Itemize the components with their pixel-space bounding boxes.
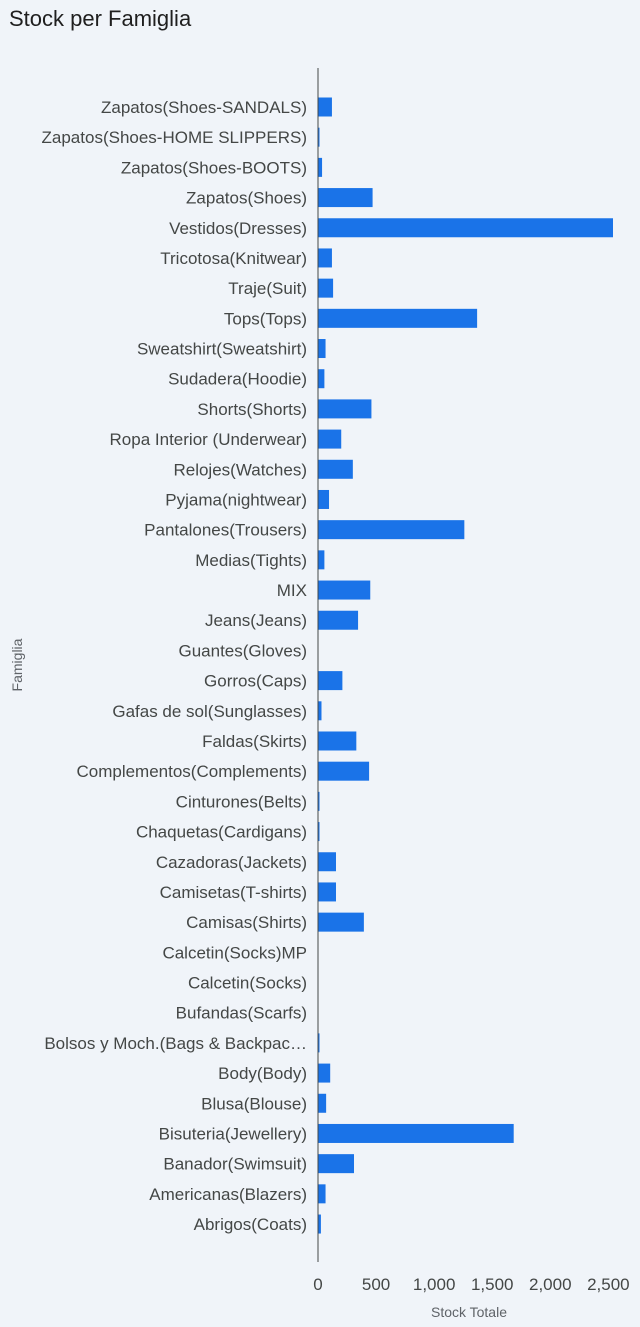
- bar[interactable]: [318, 369, 325, 389]
- bar[interactable]: [318, 822, 320, 842]
- chart-title: Stock per Famiglia: [9, 6, 192, 31]
- category-label: Cinturones(Belts): [176, 792, 307, 811]
- x-axis-title: Stock Totale: [431, 1304, 507, 1320]
- bar[interactable]: [318, 339, 326, 359]
- category-label: Tops(Tops): [224, 309, 307, 328]
- x-tick-label: 1,000: [413, 1275, 456, 1294]
- category-label: Shorts(Shorts): [197, 400, 307, 419]
- bar[interactable]: [318, 580, 371, 600]
- category-label: Bufandas(Scarfs): [176, 1004, 307, 1023]
- bar[interactable]: [318, 731, 357, 751]
- category-label: Pyjama(nightwear): [165, 490, 307, 509]
- bar[interactable]: [318, 188, 373, 208]
- category-label: Chaquetas(Cardigans): [136, 823, 307, 842]
- bar[interactable]: [318, 852, 337, 872]
- category-label: Zapatos(Shoes-BOOTS): [121, 158, 307, 177]
- category-label: Calcetin(Socks)MP: [162, 943, 307, 962]
- y-axis-title: Famiglia: [9, 638, 25, 691]
- category-label: Gorros(Caps): [204, 672, 307, 691]
- category-label: Pantalones(Trousers): [144, 521, 307, 540]
- category-label: Faldas(Skirts): [202, 732, 307, 751]
- bar[interactable]: [318, 248, 332, 268]
- category-label: Zapatos(Shoes): [186, 189, 307, 208]
- category-label: Traje(Suit): [228, 279, 307, 298]
- bar[interactable]: [318, 701, 322, 721]
- category-label: Complementos(Complements): [76, 762, 307, 781]
- category-label: Bolsos y Moch.(Bags & Backpac…: [44, 1034, 307, 1053]
- bar[interactable]: [318, 550, 325, 570]
- category-label: Zapatos(Shoes-SANDALS): [101, 98, 307, 117]
- bar[interactable]: [318, 429, 342, 449]
- category-label: Camisetas(T-shirts): [160, 883, 307, 902]
- category-label: Bisuteria(Jewellery): [159, 1124, 307, 1143]
- bar[interactable]: [318, 157, 323, 177]
- category-label: Medias(Tights): [195, 551, 307, 570]
- x-tick-label: 0: [313, 1275, 322, 1294]
- category-label: Ropa Interior (Underwear): [110, 430, 307, 449]
- x-tick-label: 2,000: [529, 1275, 572, 1294]
- bar[interactable]: [318, 912, 364, 932]
- bar[interactable]: [318, 1033, 320, 1053]
- category-label: Jeans(Jeans): [205, 611, 307, 630]
- bar[interactable]: [318, 671, 343, 691]
- category-label: Americanas(Blazers): [149, 1185, 307, 1204]
- category-label: Relojes(Watches): [173, 460, 307, 479]
- bar[interactable]: [318, 1093, 327, 1113]
- x-tick-label: 1,500: [471, 1275, 514, 1294]
- bar[interactable]: [318, 218, 613, 238]
- category-label: Camisas(Shirts): [186, 913, 307, 932]
- x-axis-ticks: 0 500 1,000 1,500 2,000 2,500: [313, 1275, 629, 1294]
- bar[interactable]: [318, 1123, 514, 1143]
- category-label: Sweatshirt(Sweatshirt): [137, 340, 307, 359]
- category-label: Banador(Swimsuit): [163, 1155, 307, 1174]
- bar[interactable]: [318, 489, 330, 509]
- bar[interactable]: [318, 308, 478, 328]
- category-label: MIX: [277, 581, 307, 600]
- bar[interactable]: [318, 278, 334, 298]
- category-labels: Zapatos(Shoes-SANDALS) Zapatos(Shoes-HOME…: [42, 98, 307, 1234]
- bar[interactable]: [318, 1184, 326, 1204]
- bar[interactable]: [318, 1154, 355, 1174]
- x-tick-label: 500: [362, 1275, 390, 1294]
- category-label: Abrigos(Coats): [194, 1215, 307, 1234]
- bar[interactable]: [318, 1063, 331, 1083]
- category-label: Body(Body): [218, 1064, 307, 1083]
- category-label: Guantes(Gloves): [179, 641, 308, 660]
- category-label: Calcetin(Socks): [188, 974, 307, 993]
- bars: [318, 97, 613, 1234]
- bar[interactable]: [318, 882, 337, 902]
- category-label: Zapatos(Shoes-HOME SLIPPERS): [42, 128, 307, 147]
- x-tick-label: 2,500: [587, 1275, 630, 1294]
- category-label: Blusa(Blouse): [201, 1094, 307, 1113]
- category-label: Cazadoras(Jackets): [156, 853, 307, 872]
- bar[interactable]: [318, 1214, 321, 1234]
- category-label: Gafas de sol(Sunglasses): [112, 702, 307, 721]
- category-label: Tricotosa(Knitwear): [160, 249, 307, 268]
- bar[interactable]: [318, 459, 353, 479]
- category-label: Vestidos(Dresses): [169, 219, 307, 238]
- bar[interactable]: [318, 97, 332, 117]
- bar[interactable]: [318, 791, 320, 811]
- bar[interactable]: [318, 610, 359, 630]
- category-label: Sudadera(Hoodie): [168, 370, 307, 389]
- bar[interactable]: [318, 761, 370, 781]
- bar[interactable]: [318, 399, 372, 419]
- bar[interactable]: [318, 520, 465, 540]
- bar[interactable]: [318, 127, 320, 147]
